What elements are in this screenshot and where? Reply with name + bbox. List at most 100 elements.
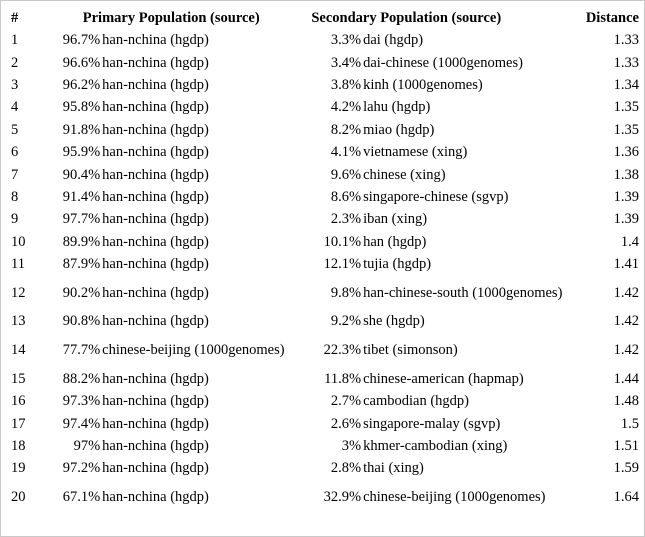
- primary-percent: 97.7%: [62, 211, 101, 228]
- primary-percent: 96.6%: [62, 54, 101, 71]
- table-row: 18 97% han-nchina (hgdp) 3% khmer-cambodian …: [3, 435, 643, 457]
- distance-value: 1.48: [613, 393, 639, 410]
- secondary-percent: 9.8%: [330, 284, 362, 301]
- primary-percent: 95.8%: [62, 99, 101, 116]
- secondary-percent: 3.8%: [330, 76, 362, 93]
- primary-percent: 89.9%: [62, 233, 101, 250]
- secondary-percent: 12.1%: [323, 256, 362, 273]
- primary-population: han-nchina (hgdp): [102, 54, 209, 71]
- primary-population: han-nchina (hgdp): [102, 99, 209, 116]
- table-row: 9 97.7% han-nchina (hgdp) 2.3% iban (xing) 1.…: [3, 208, 643, 230]
- row-index: 18: [11, 438, 26, 455]
- distance-value: 1.64: [613, 489, 639, 506]
- table-row: 6 95.9% han-nchina (hgdp) 4.1% vietnamese (x…: [3, 141, 643, 163]
- secondary-population: khmer-cambodian (xing): [363, 438, 508, 455]
- secondary-percent: 2.6%: [330, 415, 362, 432]
- table-row: 1 96.7% han-nchina (hgdp) 3.3% dai (hgdp) 1.3…: [3, 29, 643, 51]
- secondary-percent: 2.8%: [330, 460, 362, 477]
- primary-population: han-nchina (hgdp): [102, 32, 209, 49]
- primary-percent: 97.4%: [62, 415, 101, 432]
- distance-value: 1.35: [613, 121, 639, 138]
- header-secondary-population: Secondary Population (source): [311, 10, 502, 26]
- row-index: 10: [11, 233, 26, 250]
- primary-percent: 88.2%: [62, 370, 101, 387]
- secondary-population: singapore-malay (sgvp): [363, 415, 501, 432]
- distance-value: 1.5: [620, 415, 639, 432]
- primary-percent: 91.4%: [62, 188, 101, 205]
- primary-population: han-nchina (hgdp): [102, 76, 209, 93]
- table-row: 20 67.1% han-nchina (hgdp) 32.9% chinese-bei…: [3, 480, 643, 515]
- primary-population: han-nchina (hgdp): [102, 415, 209, 432]
- secondary-population: iban (xing): [363, 211, 428, 228]
- row-index: 3: [11, 76, 19, 93]
- secondary-percent: 3%: [341, 438, 362, 455]
- primary-percent: 90.4%: [62, 166, 101, 183]
- primary-percent: 87.9%: [62, 256, 101, 273]
- secondary-population: singapore-chinese (sgvp): [363, 188, 509, 205]
- distance-value: 1.51: [613, 438, 639, 455]
- secondary-percent: 11.8%: [324, 370, 362, 387]
- secondary-population: she (hgdp): [363, 313, 425, 330]
- secondary-percent: 8.2%: [330, 121, 362, 138]
- secondary-percent: 9.2%: [330, 313, 362, 330]
- primary-population: han-nchina (hgdp): [102, 144, 209, 161]
- primary-population: han-nchina (hgdp): [102, 460, 209, 477]
- secondary-percent: 4.2%: [330, 99, 362, 116]
- distance-value: 1.39: [613, 188, 639, 205]
- table-row: 19 97.2% han-nchina (hgdp) 2.8% thai (xing) 1…: [3, 457, 643, 479]
- distance-value: 1.42: [613, 313, 639, 330]
- header-index: #: [11, 10, 19, 26]
- row-index: 14: [11, 342, 26, 359]
- distance-value: 1.42: [613, 342, 639, 359]
- secondary-percent: 2.7%: [330, 393, 362, 410]
- table-row: 13 90.8% han-nchina (hgdp) 9.2% she (hgdp) 1.…: [3, 310, 643, 332]
- table-row: 11 87.9% han-nchina (hgdp) 12.1% tujia (hgdp…: [3, 253, 643, 275]
- distance-value: 1.33: [613, 54, 639, 71]
- table-body: 1 96.7% han-nchina (hgdp) 3.3% dai (hgdp) 1.3…: [3, 29, 643, 515]
- row-index: 2: [11, 54, 19, 71]
- secondary-population: tujia (hgdp): [363, 256, 432, 273]
- secondary-population: miao (hgdp): [363, 121, 435, 138]
- table-row: 4 95.8% han-nchina (hgdp) 4.2% lahu (hgdp) 1.…: [3, 96, 643, 118]
- primary-percent: 97.2%: [62, 460, 101, 477]
- primary-percent: 96.2%: [62, 76, 101, 93]
- primary-population: han-nchina (hgdp): [102, 284, 209, 301]
- row-index: 9: [11, 211, 19, 228]
- row-index: 17: [11, 415, 26, 432]
- secondary-population: chinese-american (hapmap): [363, 370, 524, 387]
- distance-value: 1.4: [620, 233, 639, 250]
- row-index: 6: [11, 144, 19, 161]
- primary-population: han-nchina (hgdp): [102, 489, 209, 506]
- primary-percent: 97%: [73, 438, 101, 455]
- secondary-percent: 3.3%: [330, 32, 362, 49]
- table-row: 17 97.4% han-nchina (hgdp) 2.6% singapore-ma…: [3, 412, 643, 434]
- secondary-population: chinese-beijing (1000genomes): [363, 489, 546, 506]
- primary-population: han-nchina (hgdp): [102, 121, 209, 138]
- secondary-population: han (hgdp): [363, 233, 427, 250]
- header-primary-population: Primary Population (source): [82, 10, 260, 26]
- secondary-population: dai-chinese (1000genomes): [363, 54, 523, 71]
- row-index: 1: [11, 32, 19, 49]
- secondary-population: kinh (1000genomes): [363, 76, 483, 93]
- secondary-population: chinese (xing): [363, 166, 446, 183]
- primary-population: han-nchina (hgdp): [102, 166, 209, 183]
- secondary-percent: 10.1%: [323, 233, 362, 250]
- row-index: 20: [11, 489, 26, 506]
- distance-value: 1.36: [613, 144, 639, 161]
- primary-percent: 97.3%: [62, 393, 101, 410]
- secondary-percent: 22.3%: [323, 342, 362, 359]
- primary-percent: 96.7%: [62, 32, 101, 49]
- distance-value: 1.35: [613, 99, 639, 116]
- row-index: 7: [11, 166, 19, 183]
- secondary-population: cambodian (hgdp): [363, 393, 469, 410]
- row-index: 19: [11, 460, 26, 477]
- distance-value: 1.44: [613, 370, 639, 387]
- secondary-population: thai (xing): [363, 460, 424, 477]
- table-row: 8 91.4% han-nchina (hgdp) 8.6% singapore-chi…: [3, 186, 643, 208]
- table-row: 16 97.3% han-nchina (hgdp) 2.7% cambodian (h…: [3, 390, 643, 412]
- admixture-results-table: # Primary Population (source) Secondary …: [3, 7, 643, 515]
- distance-value: 1.33: [613, 32, 639, 49]
- row-index: 5: [11, 121, 19, 138]
- primary-population: han-nchina (hgdp): [102, 313, 209, 330]
